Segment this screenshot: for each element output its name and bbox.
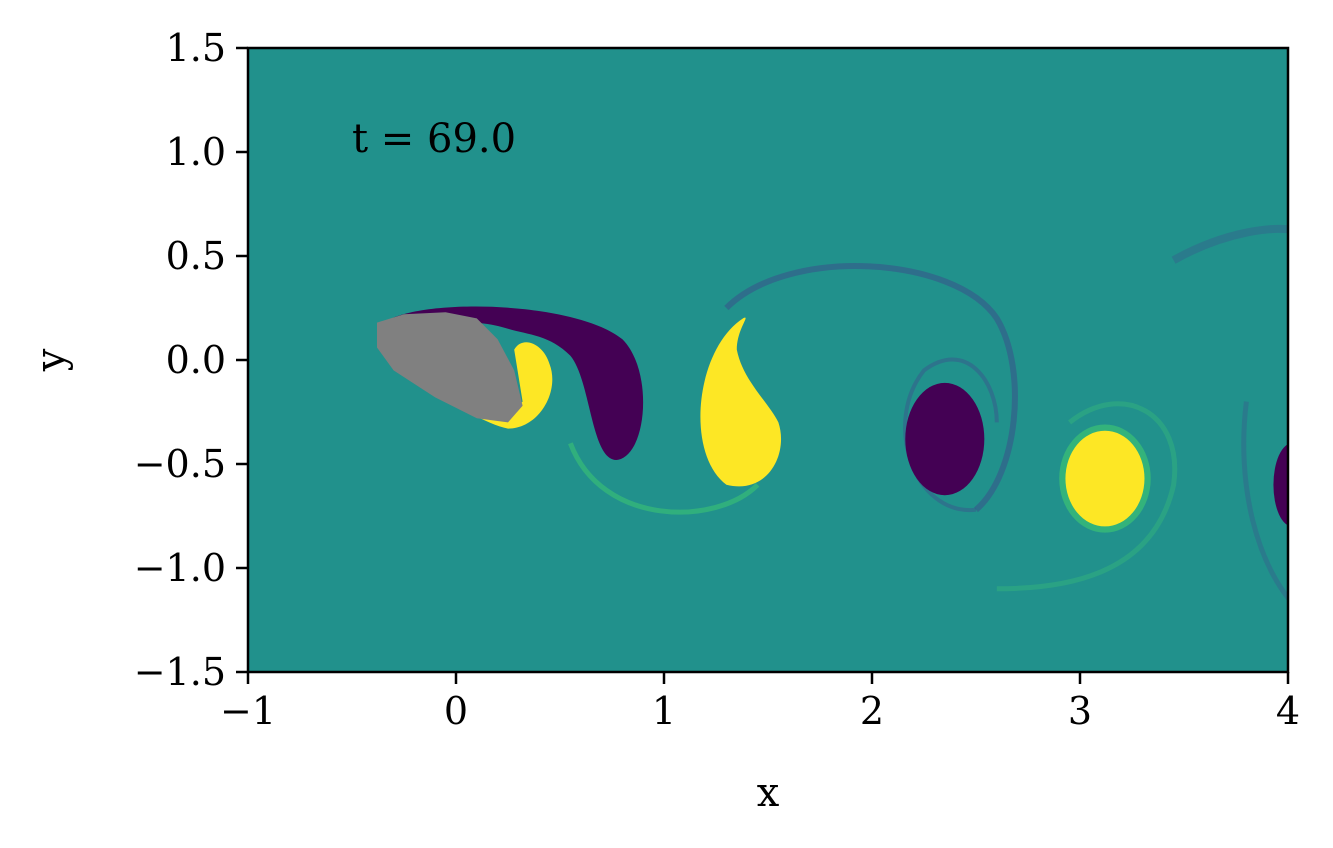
x-tick-label: 2	[860, 689, 884, 733]
far-trail	[1171, 224, 1288, 264]
positive-vortex-2	[1065, 430, 1145, 527]
y-tick-label: 0.0	[166, 338, 226, 382]
spiral-filament	[903, 357, 999, 512]
positive-shear-layer	[377, 342, 553, 429]
axis-ticks: −1 0 1 2 3 4 1.5 1.0 0.5 0.0 −0.5 −1.0 −1.5	[134, 26, 1300, 733]
plot-area	[248, 48, 1288, 672]
body-shape	[377, 312, 523, 423]
time-annotation: t = 69.0	[352, 116, 516, 162]
x-tick-label: 0	[444, 689, 468, 733]
y-tick-label: −1.0	[134, 546, 226, 590]
y-tick-label: 1.5	[166, 26, 226, 70]
y-tick-label: −0.5	[134, 442, 226, 486]
x-tick-label: 4	[1276, 689, 1300, 733]
y-tick-label: 1.0	[166, 130, 226, 174]
lower-trail	[568, 442, 760, 515]
positive-vortex-1	[700, 317, 782, 487]
negative-shear-layer	[379, 306, 644, 460]
lower-right-trail	[996, 401, 1178, 592]
negative-vortex-2	[905, 382, 985, 496]
x-axis-label: x	[757, 770, 780, 816]
right-edge-trail	[1241, 401, 1288, 602]
y-tick-label: 0.5	[166, 234, 226, 278]
y-axis-label: y	[28, 348, 74, 372]
y-tick-label: −1.5	[134, 650, 226, 694]
x-tick-label: 3	[1068, 689, 1092, 733]
negative-vortex-3	[1273, 444, 1288, 526]
upper-filament	[724, 263, 1018, 513]
x-tick-label: −1	[220, 689, 276, 733]
x-tick-label: 1	[652, 689, 676, 733]
